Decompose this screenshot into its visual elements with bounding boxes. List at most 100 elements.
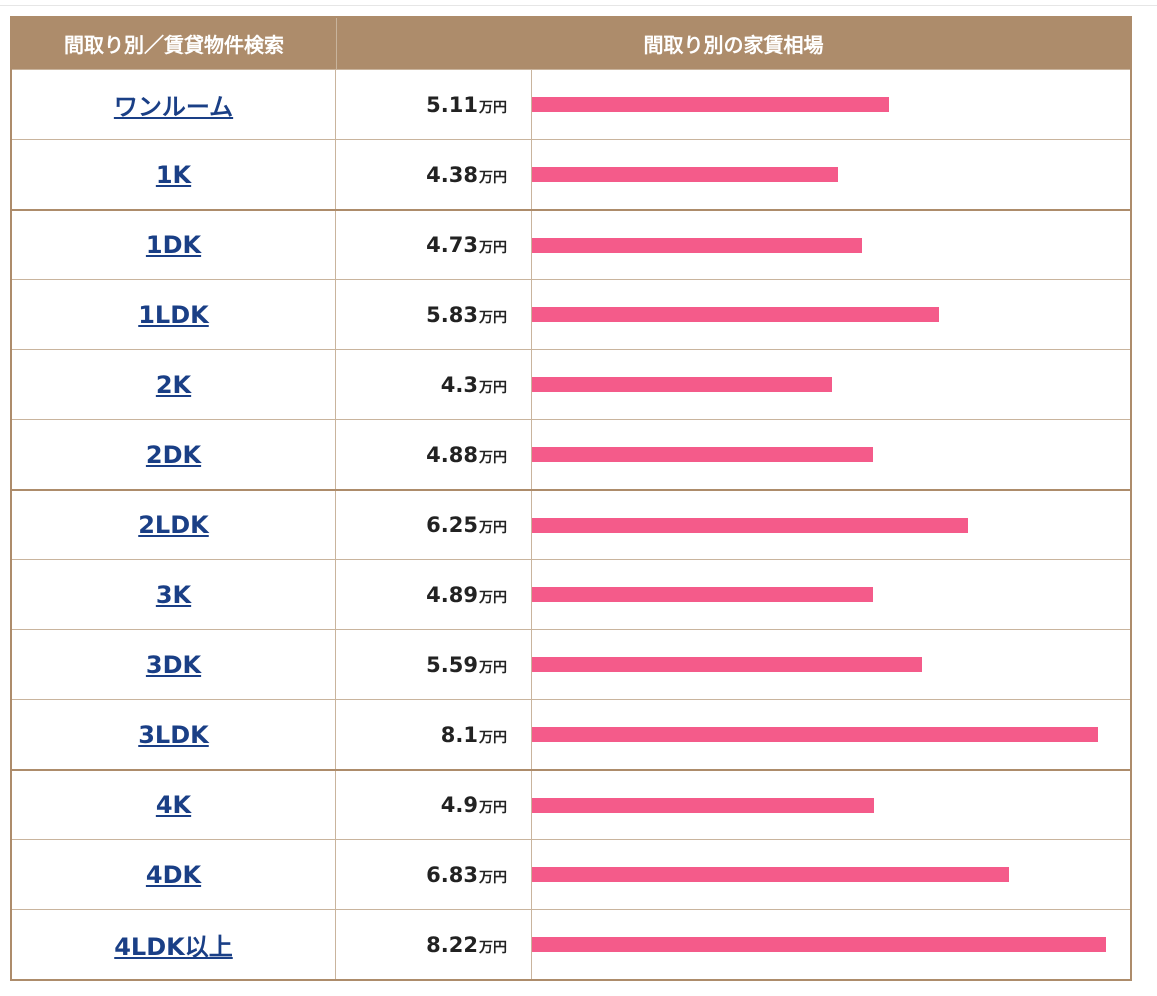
- table-row: 1DK 4.73 万円: [12, 209, 1130, 279]
- rent-value-cell: 4.9 万円: [336, 771, 532, 839]
- layout-link[interactable]: 2K: [155, 370, 192, 399]
- rent-bar: [532, 867, 1009, 882]
- layout-cell: 4DK: [12, 840, 336, 909]
- rent-value-cell: 4.89 万円: [336, 560, 532, 629]
- table-header: 間取り別／賃貸物件検索 間取り別の家賃相場: [12, 18, 1130, 69]
- rent-value-cell: 6.25 万円: [336, 491, 532, 559]
- layout-cell: 3DK: [12, 630, 336, 699]
- header-layout-search: 間取り別／賃貸物件検索: [12, 18, 337, 69]
- rent-value-cell: 6.83 万円: [336, 840, 532, 909]
- layout-link[interactable]: 2DK: [145, 440, 202, 469]
- rent-bar: [532, 167, 838, 182]
- rent-unit-label: 万円: [479, 589, 507, 606]
- table-row: 2K 4.3 万円: [12, 349, 1130, 419]
- rent-bar: [532, 797, 874, 813]
- rent-value-label: 4.38: [426, 162, 478, 187]
- rent-value-label: 4.89: [426, 582, 478, 607]
- rent-value-cell: 4.73 万円: [336, 211, 532, 279]
- rent-value-cell: 5.83 万円: [336, 280, 532, 349]
- rent-value-label: 8.1: [440, 722, 478, 747]
- rent-value-cell: 4.88 万円: [336, 420, 532, 489]
- rent-value-cell: 5.59 万円: [336, 630, 532, 699]
- rent-bar-cell: [532, 560, 1130, 629]
- rent-unit-label: 万円: [479, 169, 507, 186]
- layout-cell: 1LDK: [12, 280, 336, 349]
- table-body: ワンルーム 5.11 万円 1K 4.38 万円 1DK 4.73 万円 1LDK 5.83 万円 2K…: [12, 69, 1130, 979]
- table-row: 4DK 6.83 万円: [12, 839, 1130, 909]
- rent-bar: [532, 657, 922, 672]
- header-rent-average: 間取り別の家賃相場: [643, 33, 824, 57]
- rent-value-label: 5.11: [426, 92, 478, 117]
- rent-bar-cell: [532, 280, 1130, 349]
- rent-bar-cell: [532, 910, 1130, 979]
- table-row: 3K 4.89 万円: [12, 559, 1130, 629]
- rent-bar: [532, 937, 1106, 952]
- rent-unit-label: 万円: [479, 869, 507, 886]
- layout-link[interactable]: 4LDK以上: [114, 933, 233, 961]
- rent-bar: [532, 307, 939, 322]
- table-row: 4LDK以上 8.22 万円: [12, 909, 1130, 979]
- rent-bar-cell: [532, 420, 1130, 489]
- top-divider: [0, 0, 1157, 6]
- layout-link[interactable]: 1LDK: [138, 300, 209, 329]
- layout-cell: 1DK: [12, 211, 336, 279]
- layout-cell: 3K: [12, 560, 336, 629]
- layout-cell: 4LDK以上: [12, 910, 336, 979]
- rent-bar-cell: [532, 840, 1130, 909]
- rent-value-label: 6.25: [426, 513, 478, 537]
- rent-by-layout-table: 間取り別／賃貸物件検索 間取り別の家賃相場 ワンルーム 5.11 万円 1K 4.38 万…: [10, 16, 1132, 981]
- rent-bar: [532, 727, 1098, 742]
- layout-cell: 4K: [12, 771, 336, 839]
- rent-unit-label: 万円: [479, 659, 507, 676]
- rent-unit-label: 万円: [479, 309, 507, 326]
- table-row: 1K 4.38 万円: [12, 139, 1130, 209]
- rent-value-cell: 8.22 万円: [336, 910, 532, 979]
- layout-link[interactable]: ワンルーム: [113, 93, 234, 121]
- rent-value-cell: 5.11 万円: [336, 70, 532, 139]
- rent-bar: [532, 97, 889, 112]
- rent-bar-cell: [532, 350, 1130, 419]
- rent-bar: [532, 237, 862, 253]
- table-row: 2LDK 6.25 万円: [12, 489, 1130, 559]
- rent-value-label: 4.9: [440, 793, 478, 817]
- rent-value-label: 4.88: [426, 442, 478, 467]
- rent-unit-label: 万円: [479, 939, 507, 956]
- table-row: 4K 4.9 万円: [12, 769, 1130, 839]
- rent-value-label: 8.22: [426, 932, 478, 957]
- layout-cell: 2DK: [12, 420, 336, 489]
- layout-link[interactable]: 4DK: [145, 860, 202, 889]
- rent-bar-cell: [532, 70, 1130, 139]
- rent-bar: [532, 447, 873, 462]
- rent-bar-cell: [532, 140, 1130, 209]
- rent-value-label: 5.83: [426, 302, 478, 327]
- rent-unit-label: 万円: [479, 520, 507, 536]
- rent-unit-label: 万円: [479, 379, 507, 396]
- layout-link[interactable]: 3K: [155, 580, 192, 609]
- layout-cell: 2K: [12, 350, 336, 419]
- layout-link[interactable]: 1DK: [145, 231, 202, 259]
- table-row: 1LDK 5.83 万円: [12, 279, 1130, 349]
- layout-link[interactable]: 3DK: [145, 650, 202, 679]
- layout-link[interactable]: 1K: [155, 160, 192, 189]
- table-row: 2DK 4.88 万円: [12, 419, 1130, 489]
- rent-unit-label: 万円: [479, 449, 507, 466]
- layout-cell: 3LDK: [12, 700, 336, 769]
- rent-bar-cell: [532, 491, 1130, 559]
- layout-link[interactable]: 4K: [155, 791, 192, 819]
- rent-bar-cell: [532, 630, 1130, 699]
- rent-value-label: 5.59: [426, 652, 478, 677]
- table-row: 3LDK 8.1 万円: [12, 699, 1130, 769]
- rent-unit-label: 万円: [479, 240, 507, 256]
- rent-value-label: 6.83: [426, 862, 478, 887]
- rent-unit-label: 万円: [479, 729, 507, 746]
- layout-cell: 1K: [12, 140, 336, 209]
- rent-bar: [532, 517, 968, 533]
- layout-link[interactable]: 3LDK: [138, 720, 209, 749]
- rent-unit-label: 万円: [479, 800, 507, 816]
- layout-link[interactable]: 2LDK: [138, 511, 209, 539]
- rent-bar: [532, 377, 832, 392]
- rent-value-cell: 4.38 万円: [336, 140, 532, 209]
- table-row: ワンルーム 5.11 万円: [12, 69, 1130, 139]
- table-row: 3DK 5.59 万円: [12, 629, 1130, 699]
- rent-bar-cell: [532, 700, 1130, 769]
